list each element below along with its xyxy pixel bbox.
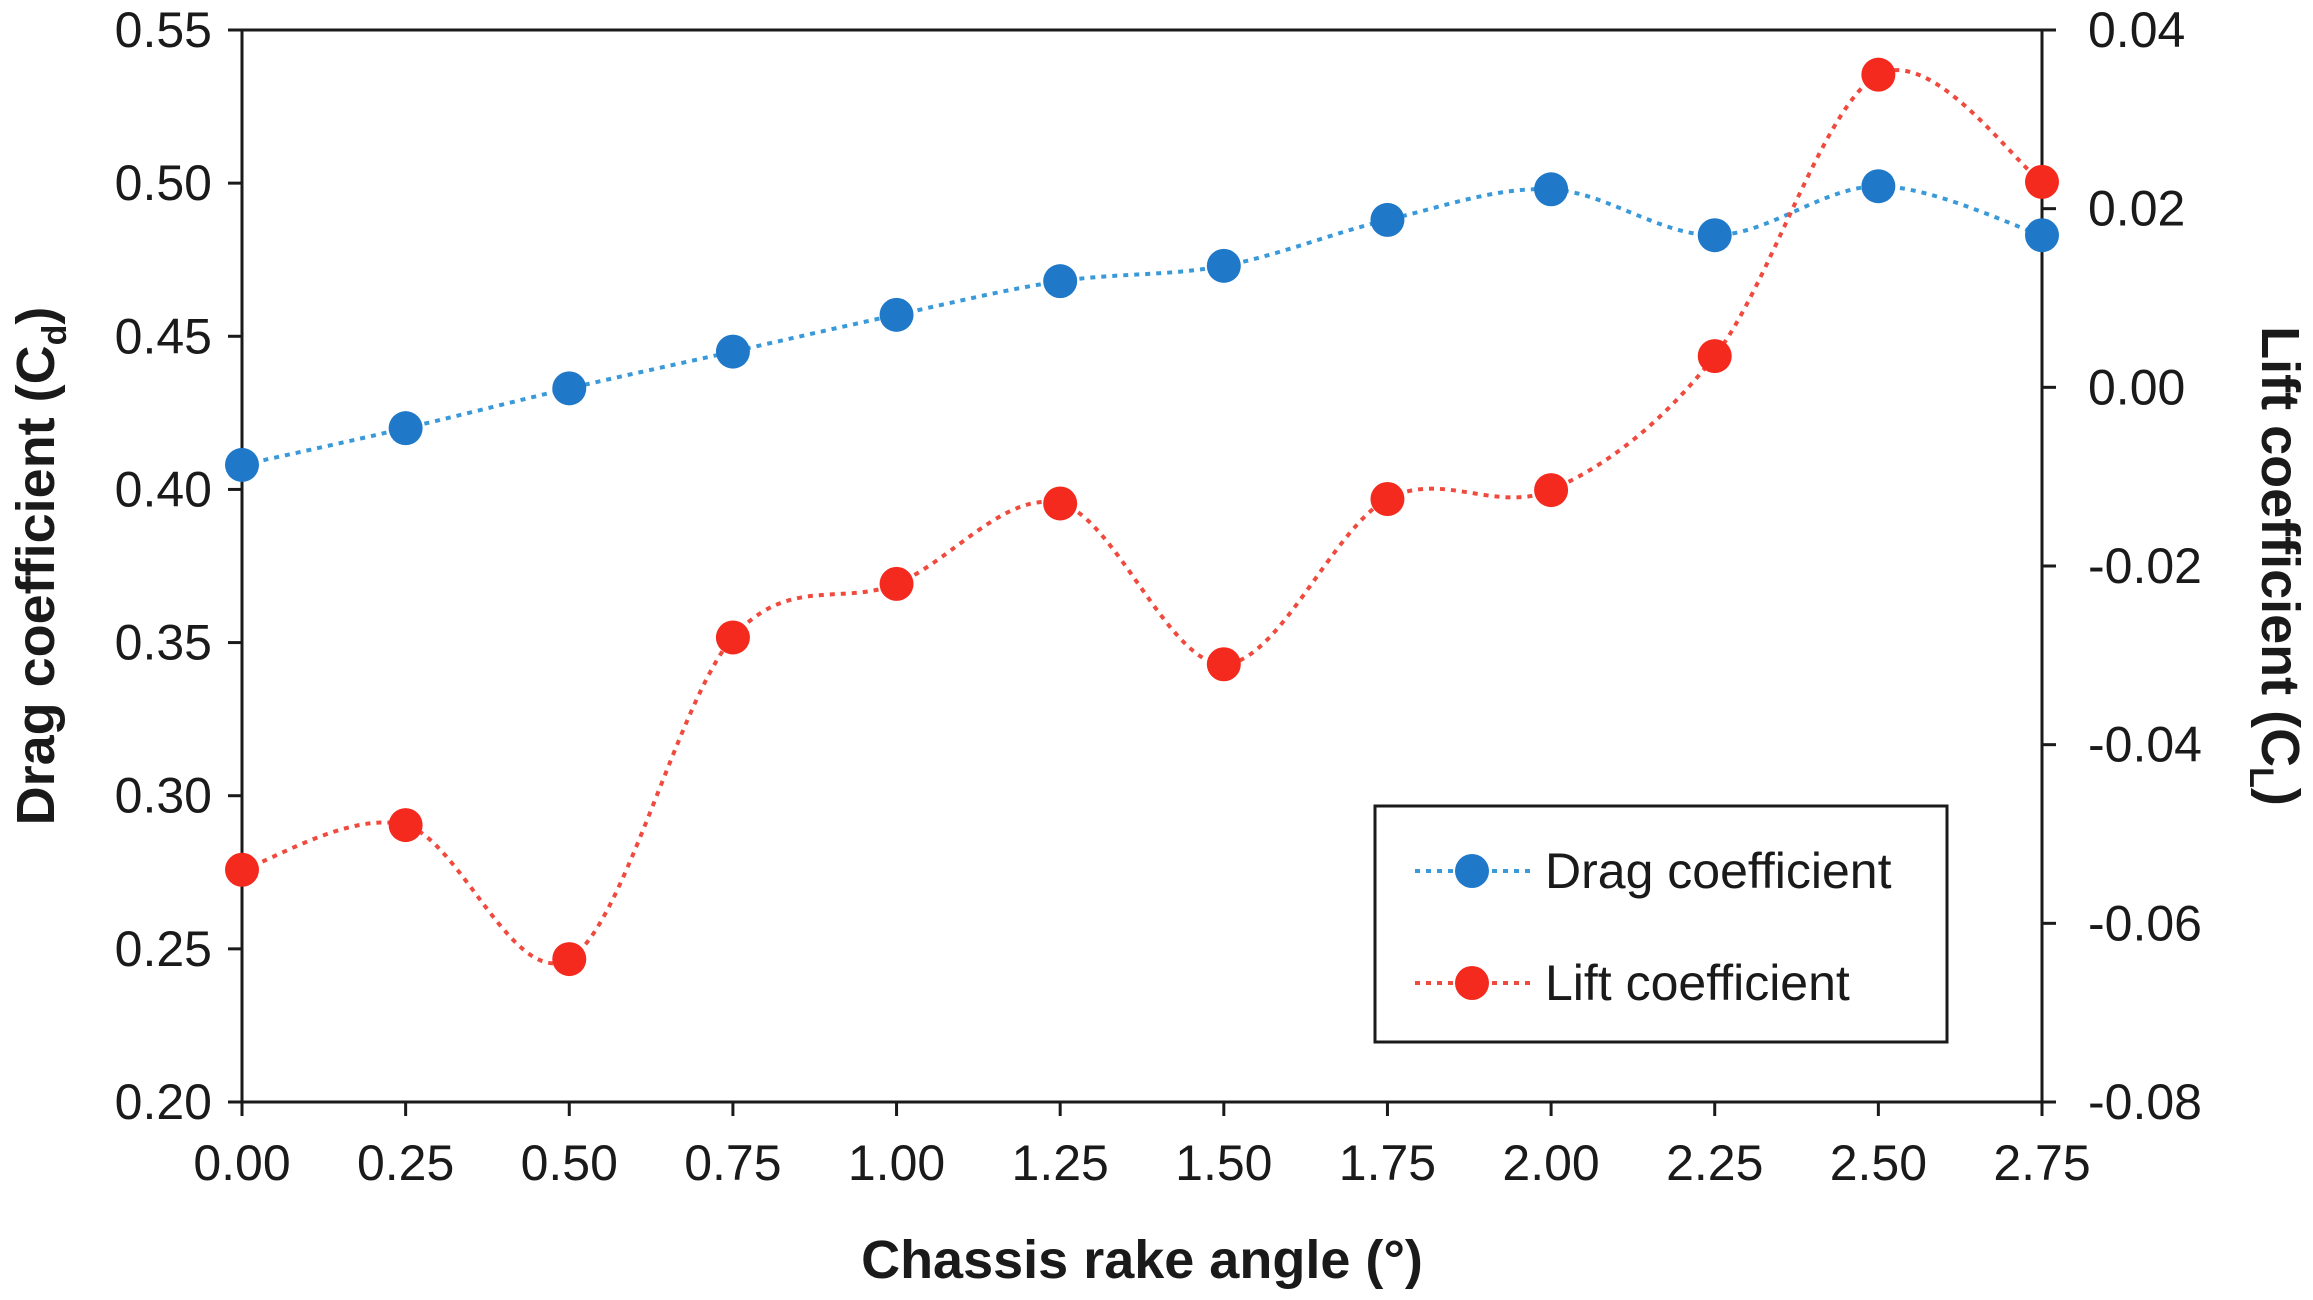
x-tick-label: 0.00 <box>193 1135 290 1191</box>
left-y-axis: 0.20 0.25 0.30 0.35 0.40 0.45 0.50 0.55 <box>115 2 242 1130</box>
y-left-tick-label: 0.30 <box>115 768 212 824</box>
x-tick-label: 1.50 <box>1175 1135 1272 1191</box>
right-y-axis-title: Lift coefficient (CL) <box>2242 326 2310 806</box>
left-y-axis-title: Drag coefficient (Cd) <box>6 307 74 826</box>
legend-drag-marker <box>1455 854 1489 888</box>
legend-lift-label: Lift coefficient <box>1545 955 1850 1011</box>
lift-data-point <box>715 620 750 655</box>
y-left-tick-label: 0.45 <box>115 308 212 364</box>
drag-data-point <box>388 411 423 446</box>
y-right-tick-label: -0.08 <box>2088 1074 2202 1130</box>
x-axis-title: Chassis rake angle (°) <box>861 1230 1423 1290</box>
x-tick-label: 0.25 <box>357 1135 454 1191</box>
y-left-tick-label: 0.20 <box>115 1074 212 1130</box>
drag-data-point <box>1861 169 1896 204</box>
lift-data-point <box>225 852 259 887</box>
y-right-tick-label: -0.02 <box>2088 538 2202 594</box>
lift-data-point <box>1534 473 1569 508</box>
lift-data-point <box>388 808 423 843</box>
lift-data-point <box>552 942 587 977</box>
drag-data-point <box>1043 264 1078 299</box>
drag-data-point <box>1697 218 1732 253</box>
drag-data-point <box>1534 172 1569 207</box>
lift-data-point <box>879 566 914 601</box>
lift-data-point <box>1043 486 1078 521</box>
drag-data-point <box>225 447 259 482</box>
x-tick-label: 2.00 <box>1502 1135 1599 1191</box>
lift-data-point <box>1861 57 1896 92</box>
lift-data-point <box>1697 339 1732 374</box>
x-axis: 0.00 0.25 0.50 0.75 1.00 1.25 1.50 1.75 2.00 2.25… <box>193 1102 2091 1191</box>
y-left-tick-label: 0.40 <box>115 461 212 517</box>
legend-box <box>1373 804 1949 1044</box>
drag-data-point <box>1206 248 1241 283</box>
right-y-axis: -0.08 -0.06 -0.04 -0.02 0.00 0.02 0.04 <box>2042 2 2202 1130</box>
lift-data-point <box>1206 647 1241 682</box>
x-tick-label: 0.50 <box>521 1135 618 1191</box>
x-tick-label: 2.50 <box>1830 1135 1927 1191</box>
drag-data-point <box>552 371 587 406</box>
legend-drag-label: Drag coefficient <box>1545 843 1892 899</box>
drag-data-point <box>879 297 914 332</box>
x-tick-label: 1.75 <box>1339 1135 1436 1191</box>
legend: Drag coefficient Lift coefficient <box>1373 804 1949 1044</box>
y-left-tick-label: 0.55 <box>115 2 212 58</box>
series-points <box>225 57 2059 977</box>
series-lines <box>241 68 2044 966</box>
lift-data-point <box>2025 164 2059 199</box>
y-left-tick-label: 0.50 <box>115 155 212 211</box>
x-tick-label: 2.75 <box>1993 1135 2090 1191</box>
legend-lift-marker <box>1455 966 1489 1000</box>
y-right-tick-label: -0.04 <box>2088 717 2202 773</box>
x-tick-label: 1.00 <box>848 1135 945 1191</box>
lift-series-line <box>241 68 2044 966</box>
y-left-tick-label: 0.25 <box>115 921 212 977</box>
y-right-tick-label: 0.04 <box>2088 2 2185 58</box>
y-right-tick-label: -0.06 <box>2088 895 2202 951</box>
drag-data-point <box>715 334 750 369</box>
drag-data-point <box>2025 218 2059 253</box>
lift-data-point <box>1370 482 1405 516</box>
y-right-tick-label: 0.02 <box>2088 181 2185 237</box>
x-tick-label: 0.75 <box>684 1135 781 1191</box>
drag-series-line <box>241 184 2043 467</box>
x-tick-label: 2.25 <box>1666 1135 1763 1191</box>
drag-data-point <box>1370 202 1405 237</box>
x-tick-label: 1.25 <box>1012 1135 1109 1191</box>
y-right-tick-label: 0.00 <box>2088 359 2185 415</box>
y-left-tick-label: 0.35 <box>115 615 212 671</box>
